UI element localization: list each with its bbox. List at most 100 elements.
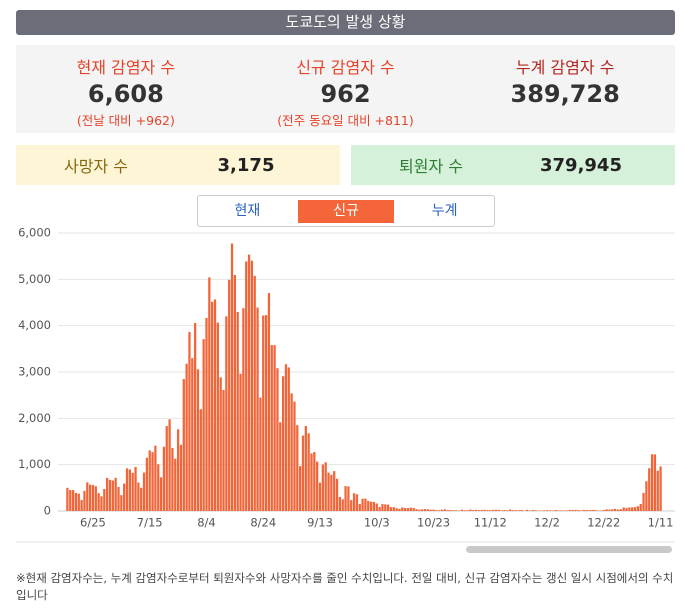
header-title: 도쿄도의 발생 상황 bbox=[16, 10, 675, 35]
bar bbox=[151, 452, 154, 511]
bar bbox=[338, 497, 342, 511]
bar bbox=[100, 496, 103, 511]
bar bbox=[202, 339, 205, 511]
tab[interactable]: 현재 bbox=[234, 202, 261, 219]
bar bbox=[369, 501, 373, 511]
bar bbox=[179, 444, 183, 511]
x-tick-label: 7/15 bbox=[137, 516, 163, 530]
bar bbox=[429, 509, 432, 511]
bar bbox=[196, 369, 200, 511]
bar bbox=[534, 510, 537, 511]
bar bbox=[628, 507, 631, 511]
bar bbox=[483, 509, 486, 511]
bar bbox=[582, 509, 586, 511]
bar bbox=[622, 507, 625, 511]
bar bbox=[335, 478, 339, 511]
bar bbox=[656, 470, 659, 511]
bar bbox=[281, 376, 285, 511]
bar bbox=[588, 510, 591, 511]
bar bbox=[213, 299, 217, 511]
bar bbox=[270, 345, 273, 511]
bar bbox=[137, 482, 140, 511]
bar bbox=[511, 510, 515, 511]
bar bbox=[409, 507, 412, 511]
bar bbox=[494, 509, 498, 511]
bar bbox=[423, 509, 427, 511]
bar bbox=[619, 509, 622, 511]
bar bbox=[91, 484, 95, 511]
bar bbox=[560, 510, 563, 511]
y-tick-label: 1,000 bbox=[18, 457, 51, 471]
bar bbox=[162, 446, 166, 511]
bar bbox=[636, 506, 640, 511]
bar bbox=[171, 448, 174, 511]
bar bbox=[639, 504, 642, 511]
bar bbox=[128, 469, 131, 511]
tab[interactable]: 신규 bbox=[297, 199, 394, 223]
bar bbox=[142, 472, 146, 511]
bar bbox=[86, 482, 89, 511]
bar bbox=[463, 510, 466, 511]
bar bbox=[245, 261, 248, 511]
bar bbox=[486, 510, 489, 511]
summary-value: 3,175 bbox=[217, 154, 275, 176]
x-tick-label: 8/4 bbox=[197, 516, 216, 530]
stats-panel: 현재 감염자 수 6,608 (전날 대비 +962) 신규 감염자 수 962… bbox=[16, 45, 675, 133]
bar bbox=[77, 493, 80, 511]
bar bbox=[219, 377, 222, 511]
bar bbox=[157, 464, 160, 511]
bar bbox=[185, 363, 188, 511]
bar bbox=[503, 509, 506, 511]
bar bbox=[355, 494, 359, 511]
bar bbox=[562, 510, 566, 511]
bar bbox=[579, 510, 583, 511]
bar bbox=[568, 509, 571, 511]
bar bbox=[159, 477, 163, 511]
bar bbox=[384, 504, 387, 511]
x-tick-label: 8/24 bbox=[250, 516, 276, 530]
bar bbox=[389, 507, 393, 511]
bar bbox=[653, 454, 657, 511]
bar bbox=[540, 510, 543, 511]
bar bbox=[225, 316, 228, 511]
bar bbox=[650, 454, 654, 511]
bar bbox=[545, 510, 549, 511]
bar bbox=[426, 509, 429, 511]
bar bbox=[145, 457, 149, 511]
bar bbox=[602, 510, 605, 511]
stat: 현재 감염자 수 6,608 (전날 대비 +962) bbox=[16, 45, 236, 133]
bar bbox=[435, 510, 438, 511]
bar bbox=[253, 275, 256, 511]
bar bbox=[176, 429, 180, 511]
bar bbox=[262, 315, 265, 511]
bar bbox=[106, 477, 109, 511]
stat-label: 신규 감염자 수 bbox=[296, 58, 395, 77]
bar bbox=[605, 509, 608, 511]
bar bbox=[616, 509, 620, 511]
bar bbox=[557, 510, 560, 511]
bar bbox=[310, 453, 313, 511]
bar bbox=[443, 509, 447, 511]
bar bbox=[267, 293, 271, 511]
bar bbox=[313, 452, 316, 511]
bar bbox=[633, 507, 637, 511]
summary-box: 퇴원자 수 379,945 bbox=[351, 145, 675, 185]
bar bbox=[392, 507, 395, 511]
bar bbox=[71, 490, 75, 511]
tab[interactable]: 누계 bbox=[431, 202, 458, 219]
scrollbar[interactable] bbox=[466, 546, 672, 553]
bar bbox=[324, 462, 327, 511]
bar bbox=[446, 510, 449, 511]
bar bbox=[528, 510, 532, 511]
bar bbox=[168, 419, 171, 511]
stat-note: (전주 동요일 대비 +811) bbox=[277, 113, 414, 128]
bar bbox=[406, 508, 410, 511]
summary-box: 사망자 수 3,175 bbox=[16, 145, 340, 185]
y-tick-label: 5,000 bbox=[18, 272, 51, 286]
bar bbox=[614, 508, 617, 511]
bar bbox=[293, 401, 296, 511]
bar bbox=[66, 487, 69, 511]
bar bbox=[247, 254, 251, 511]
bar bbox=[497, 509, 500, 511]
bar bbox=[205, 317, 208, 511]
